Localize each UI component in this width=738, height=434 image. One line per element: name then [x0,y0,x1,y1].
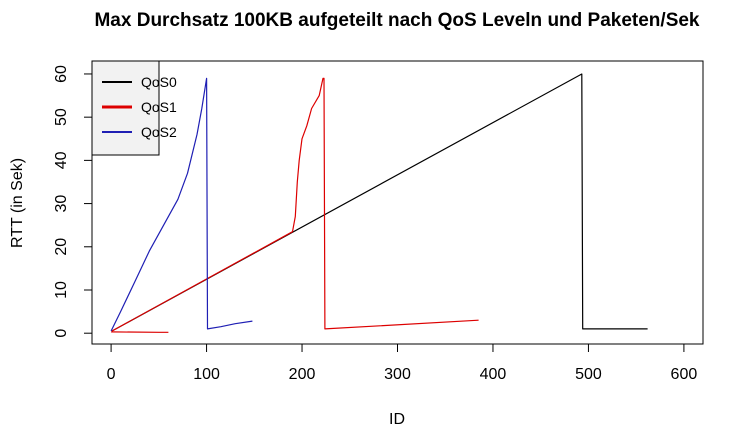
series-group [110,73,648,333]
y-tick-label: 20 [53,238,70,256]
plot-frame [91,60,704,345]
y-axis-label: RTT (in Sek) [9,158,26,248]
legend-label: QoS2 [141,124,177,140]
y-tick-label: 50 [53,108,70,126]
plot-area: 0 100 200 300 400 500 600 0 10 20 30 40 50 60 [53,60,704,383]
legend: QoS0 QoS1 QoS2 [91,60,177,156]
x-tick-label: 300 [384,366,411,383]
x-axis-label: ID [389,411,405,428]
x-tick-label: 500 [575,366,602,383]
series-line-qos0 [111,73,648,332]
series-line-qos2 [110,77,253,332]
y-tick-label: 60 [53,65,70,83]
x-tick-label: 600 [671,366,698,383]
x-tick-label: 100 [193,366,220,383]
chart-title: Max Durchsatz 100KB aufgeteilt nach QoS … [94,10,699,31]
series-line-qos1 [111,77,479,332]
y-tick-label: 10 [53,281,70,299]
legend-label: QoS1 [141,99,177,115]
y-tick-label: 0 [53,329,70,338]
y-tick-label: 30 [53,195,70,213]
y-tick-label: 40 [53,151,70,169]
x-tick-label: 0 [107,366,116,383]
x-tick-label: 200 [289,366,316,383]
legend-label: QoS0 [141,74,177,90]
x-tick-label: 400 [480,366,507,383]
